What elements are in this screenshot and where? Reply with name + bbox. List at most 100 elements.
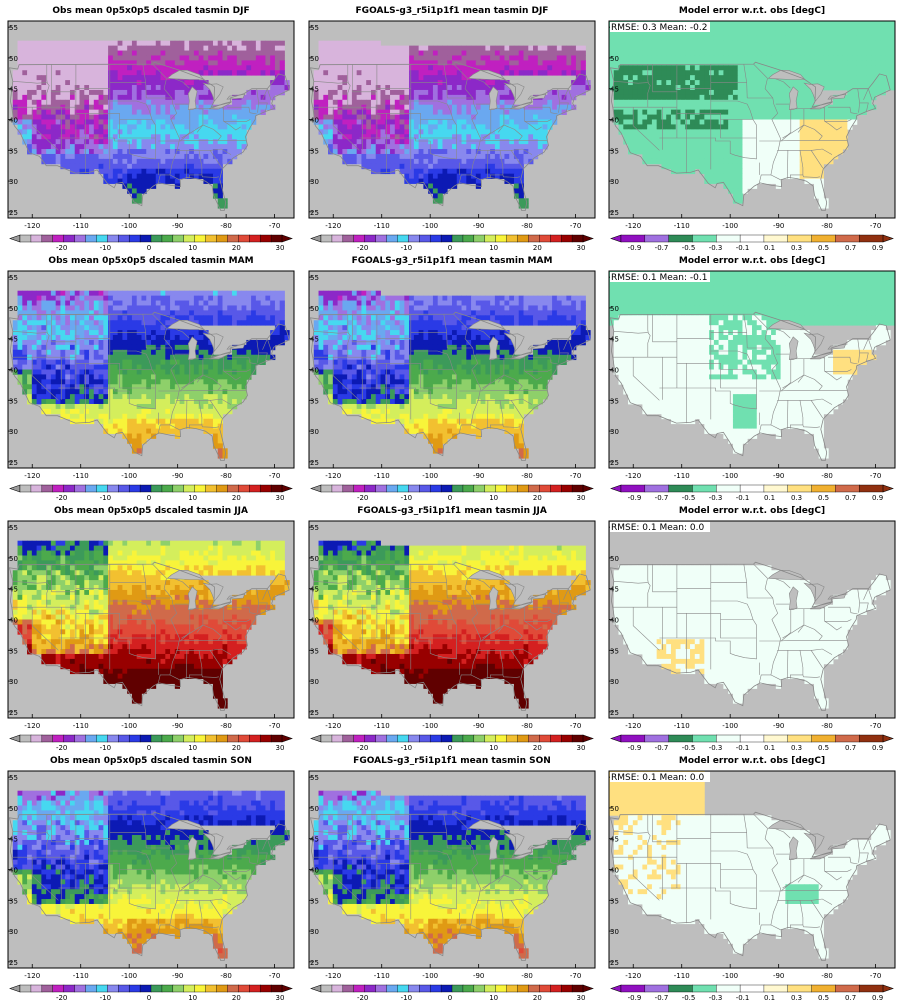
heatmap-cell [428,50,434,56]
heatmap-cell [513,158,520,165]
heatmap-cell [103,295,109,301]
heatmap-cell [694,75,700,81]
heatmap-cell [718,119,724,125]
heatmap-cell [69,124,76,130]
heatmap-cell [756,178,762,184]
heatmap-cell [274,60,281,66]
heatmap-cell [675,94,681,101]
heatmap-cell [623,45,629,51]
heatmap-cell [661,45,667,51]
heatmap-cell [112,178,119,184]
heatmap-cell [709,94,715,101]
heatmap-cell [112,124,119,130]
heatmap-cell [528,45,534,51]
heatmap-cell [680,80,686,86]
heatmap-cell [270,300,276,306]
heatmap-cell [323,60,329,66]
heatmap-cell [480,50,486,56]
heatmap-cell [27,149,33,155]
heatmap-cell [366,109,372,115]
x-tick-label: -70 [870,222,881,230]
heatmap-cell [875,40,882,47]
heatmap-cell [12,70,18,76]
heatmap-cell [117,89,123,96]
heatmap-cell [718,124,724,130]
heatmap-cell [675,65,681,71]
heatmap-cell [366,60,372,66]
heatmap-cell [823,139,829,145]
heatmap-cell [60,305,66,311]
heatmap-cell [260,300,266,306]
heatmap-cell [423,144,429,150]
heatmap-cell [170,124,176,130]
heatmap-cell [842,119,848,125]
heatmap-cell [442,45,448,51]
heatmap-cell [837,50,843,56]
heatmap-cell [432,85,439,91]
colorbar-swatch [96,234,108,243]
heatmap-cell [127,129,133,135]
heatmap-cell [46,153,52,160]
heatmap-cell [680,134,686,140]
heatmap-cell [217,119,223,125]
heatmap-cell [799,25,805,32]
heatmap-cell [613,80,619,86]
heatmap-cell [742,163,748,170]
heatmap-cell [766,45,772,51]
heatmap-cell [480,173,486,179]
heatmap-cell [84,55,90,61]
heatmap-cell [704,30,710,37]
heatmap-cell [251,290,257,297]
heatmap-cell [651,85,658,91]
heatmap-cell [885,70,891,76]
heatmap-cell [680,65,686,71]
heatmap-cell [790,45,796,51]
heatmap-cell [499,158,505,165]
heatmap-cell [155,50,161,56]
heatmap-cell [65,45,71,51]
heatmap-cell [55,144,61,150]
heatmap-cell [179,295,185,301]
heatmap-cell [694,119,700,125]
heatmap-cell [485,163,491,170]
heatmap-cell [471,85,477,91]
heatmap-cell [823,75,829,81]
heatmap-cell [84,153,90,160]
heatmap-cell [131,168,138,175]
heatmap-cell [409,94,415,101]
heatmap-cell [771,163,777,170]
heatmap-cell [112,173,119,179]
heatmap-cell [452,168,458,175]
heatmap-cell [84,134,90,140]
heatmap-cell [632,75,638,81]
heatmap-cell [22,89,28,96]
heatmap-cell [127,149,133,155]
heatmap-cell [337,109,343,115]
heatmap-cell [747,45,753,51]
heatmap-cell [136,168,142,175]
heatmap-cell [804,144,810,150]
heatmap-cell [475,85,481,91]
x-tick-label: -120 [625,222,641,230]
heatmap-cell [155,124,161,130]
heatmap-cell [27,124,33,130]
heatmap-cell [642,85,648,91]
heatmap-cell [50,94,57,101]
heatmap-cell [151,290,157,297]
heatmap-cell [680,45,686,51]
heatmap-cell [236,149,242,155]
heatmap-cell [103,55,109,61]
heatmap-cell [136,70,142,76]
heatmap-cell [737,25,743,32]
heatmap-cell [809,55,815,61]
heatmap-cell [661,153,667,160]
heatmap-cell [447,163,453,170]
heatmap-cell [432,109,439,115]
heatmap-cell [728,35,734,42]
heatmap-cell [98,65,104,71]
heatmap-cell [437,163,443,170]
heatmap-cell [752,80,758,86]
heatmap-cell [442,134,448,140]
state-border [152,63,167,79]
heatmap-cell [122,124,128,130]
